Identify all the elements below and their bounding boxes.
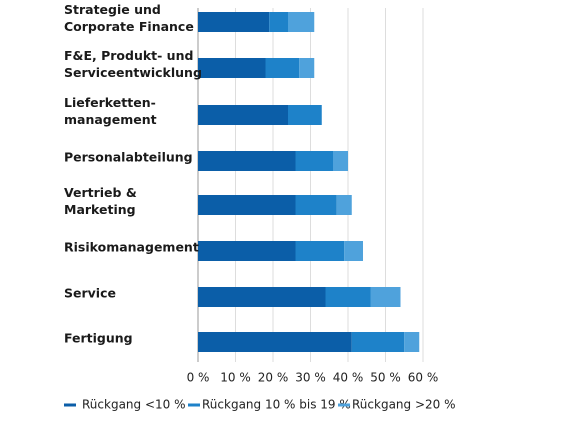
category-label: F&E, Produkt- und Serviceentwicklung [64, 48, 202, 80]
bar-segment [404, 332, 420, 352]
bar-segment [325, 287, 371, 307]
bar-segment [344, 241, 363, 261]
category-label: Vertrieb & Marketing [64, 185, 137, 217]
bar-segment [198, 58, 266, 78]
category-label: Personalabteilung [64, 149, 193, 165]
legend-label: Rückgang >20 % [352, 398, 456, 412]
legend-label: Rückgang 10 % bis 19 % [202, 398, 351, 412]
bar-segment [198, 105, 288, 125]
category-label: Strategie und Corporate Finance [64, 2, 194, 34]
bar-segment [295, 195, 337, 215]
bar-segment [295, 151, 333, 171]
legend-label: Rückgang <10 % [82, 398, 186, 412]
category-label: Service [64, 285, 116, 301]
bar-segment [198, 287, 326, 307]
bar-segment [269, 12, 288, 32]
bar-segment [198, 241, 296, 261]
bar-segment [336, 195, 352, 215]
bar-segment [198, 195, 296, 215]
x-tick-label: 20 % [258, 371, 289, 385]
bar-segment [370, 287, 401, 307]
x-tick-label: 10 % [220, 371, 251, 385]
bar-segment [198, 151, 296, 171]
category-label: Fertigung [64, 330, 133, 346]
bar-segment [288, 105, 322, 125]
bar-segment [299, 58, 315, 78]
bar-segment [333, 151, 348, 171]
x-tick-label: 60 % [408, 371, 439, 385]
bar-segment [198, 12, 270, 32]
bar-segment [198, 332, 352, 352]
x-tick-label: 50 % [370, 371, 401, 385]
category-label: Lieferketten- management [64, 95, 157, 127]
x-tick-label: 0 % [187, 371, 210, 385]
bar-segment [351, 332, 405, 352]
x-tick-label: 30 % [295, 371, 326, 385]
x-tick-label: 40 % [333, 371, 364, 385]
bar-segment [288, 12, 315, 32]
bar-segment [295, 241, 345, 261]
bar-segment [265, 58, 300, 78]
category-label: Risikomanagement [64, 239, 199, 255]
